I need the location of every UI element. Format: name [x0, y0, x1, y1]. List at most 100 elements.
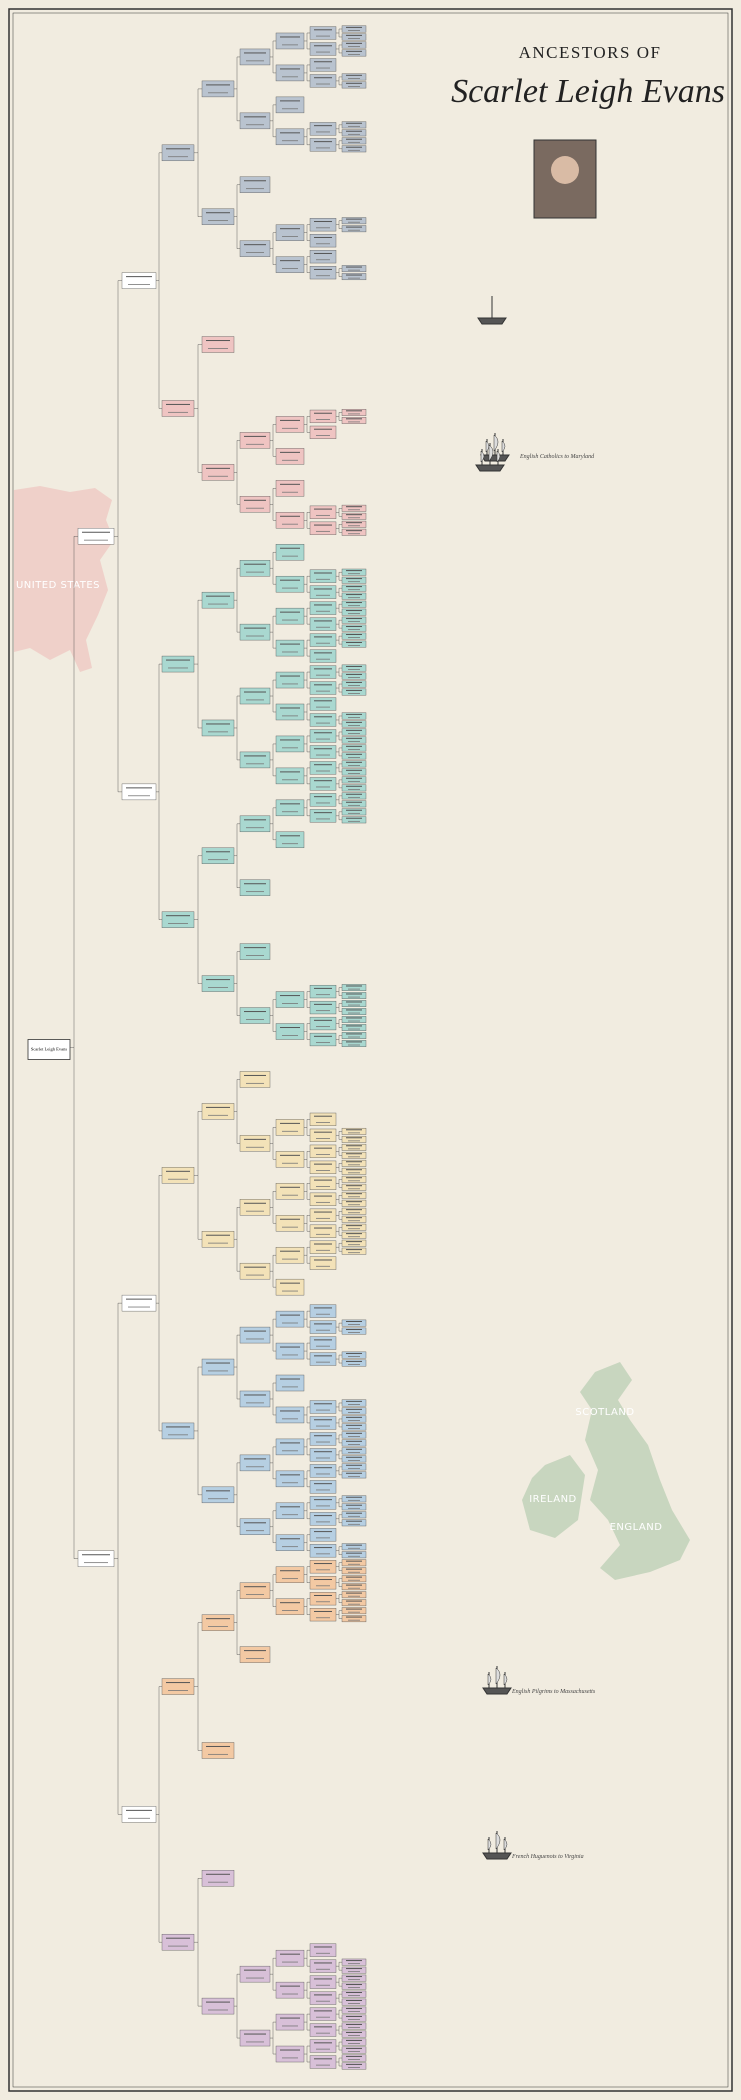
box-text [280, 1953, 300, 1955]
box-text [208, 475, 228, 477]
person-box [239, 687, 271, 705]
box-text [128, 1306, 150, 1308]
box-text [282, 268, 298, 269]
box-text [316, 147, 330, 149]
person-box [341, 600, 367, 608]
box-text [346, 737, 362, 739]
box-text [348, 1611, 360, 1613]
box-text [280, 643, 300, 645]
person-box [309, 1112, 337, 1126]
person-box [239, 1199, 271, 1216]
box-text [316, 1537, 330, 1539]
box-text [346, 761, 362, 763]
connector [336, 1450, 342, 1460]
connector [336, 1610, 342, 1619]
box-text [348, 1507, 360, 1509]
box-text [314, 716, 332, 718]
box-text [314, 1435, 332, 1437]
box-text [348, 1563, 360, 1565]
box-text [348, 141, 360, 143]
box-text [348, 669, 360, 670]
connector [270, 1446, 276, 1480]
box-text [346, 1608, 362, 1610]
box-text [348, 733, 360, 734]
box-text [346, 530, 362, 532]
box-text [348, 1356, 360, 1357]
person-box [275, 1246, 305, 1264]
box-text [316, 1505, 330, 1507]
person-box [341, 664, 367, 672]
box-text [346, 817, 362, 819]
box-text [314, 508, 332, 510]
person-box [341, 1503, 367, 1511]
box-text [282, 1322, 298, 1324]
person-box [341, 1399, 367, 1407]
box-text [316, 1585, 330, 1587]
box-text [246, 1466, 264, 1468]
box-text [346, 1225, 362, 1227]
box-text [348, 812, 360, 814]
box-text [316, 2048, 330, 2050]
box-text [244, 499, 266, 501]
box-text [348, 421, 360, 423]
box-text [316, 1569, 330, 1571]
person-box [341, 744, 367, 752]
box-text [282, 811, 298, 813]
box-text [282, 1258, 298, 1260]
box-text [316, 131, 330, 133]
connector [304, 128, 310, 146]
connector [194, 1878, 202, 2007]
connector [194, 855, 202, 984]
box-text [280, 451, 300, 453]
person-box [239, 1007, 271, 1024]
person-box [309, 425, 337, 439]
person-box [341, 49, 367, 57]
person-box [309, 1000, 337, 1015]
box-text [316, 1313, 330, 1315]
person-box [239, 879, 271, 896]
person-box [275, 1566, 305, 1583]
box-text [282, 1290, 298, 1292]
person-box [275, 1470, 305, 1488]
person-box [341, 712, 367, 720]
box-text [316, 1170, 330, 1171]
person-box [201, 1742, 235, 1759]
person-box [309, 569, 337, 583]
box-text [314, 45, 332, 47]
box-text [282, 459, 298, 461]
person-box [309, 1144, 337, 1158]
person-box [309, 585, 337, 599]
person-box [275, 448, 305, 465]
box-text [316, 2032, 330, 2034]
box-text [314, 1451, 332, 1453]
person-box [275, 1023, 305, 1040]
box-text [314, 1019, 332, 1021]
box-text [246, 1977, 264, 1979]
person-box [309, 1400, 337, 1414]
box-text [346, 1504, 362, 1506]
box-text [316, 1345, 330, 1347]
box-text [314, 1115, 332, 1117]
box-text [348, 1244, 360, 1246]
box-text [346, 26, 362, 28]
connector [304, 512, 310, 529]
box-text [282, 1354, 298, 1356]
person-box [341, 1990, 367, 1998]
box-text [348, 1332, 360, 1333]
person-box [341, 1407, 367, 1415]
person-box [239, 560, 271, 577]
box-text [348, 1148, 360, 1150]
connector [336, 619, 342, 629]
box-text [246, 1402, 264, 1404]
person-box [309, 1496, 337, 1510]
box-text [282, 555, 298, 557]
box-text [346, 1976, 362, 1978]
box-text [346, 1400, 362, 1402]
person-box [309, 1016, 337, 1031]
person-box [341, 73, 367, 81]
connector [270, 743, 276, 777]
connector [336, 1402, 342, 1412]
box-text [246, 124, 264, 126]
person-box [161, 1678, 195, 1695]
